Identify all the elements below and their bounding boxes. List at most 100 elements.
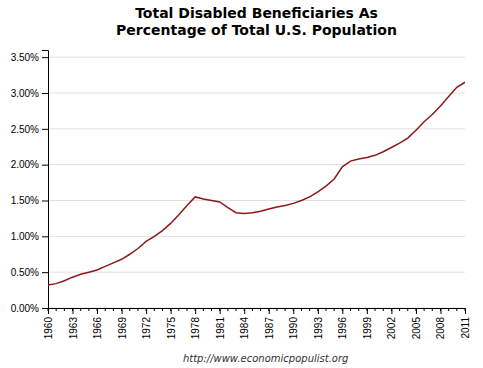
x-tick-mark bbox=[342, 308, 343, 314]
x-minor-tick bbox=[350, 308, 351, 311]
y-tick: 1.00% bbox=[11, 231, 48, 242]
x-minor-tick bbox=[227, 308, 228, 311]
x-tick-label: 2005 bbox=[411, 317, 422, 340]
x-tick-mark bbox=[269, 308, 270, 314]
x-tick-label: 2002 bbox=[386, 317, 397, 340]
grid-line bbox=[48, 272, 465, 273]
chart: 0.00%0.50%1.00%1.50%2.00%2.50%3.00%3.50%… bbox=[0, 0, 483, 368]
x-minor-tick bbox=[154, 308, 155, 311]
x-minor-tick bbox=[170, 308, 171, 311]
title-line: Percentage of Total U.S. Population bbox=[116, 22, 397, 38]
x-minor-tick bbox=[219, 308, 220, 311]
x-tick-label: 2008 bbox=[435, 317, 446, 340]
x-tick-label: 1996 bbox=[337, 317, 348, 340]
x-minor-tick bbox=[440, 308, 441, 311]
x-minor-tick bbox=[48, 308, 49, 311]
x-minor-tick bbox=[424, 308, 425, 311]
x-tick: 2008 bbox=[435, 308, 446, 339]
grid-line bbox=[48, 164, 465, 165]
x-minor-tick bbox=[178, 308, 179, 311]
grid-line bbox=[48, 236, 465, 237]
x-minor-tick bbox=[105, 308, 106, 311]
x-tick-label: 1981 bbox=[215, 317, 226, 340]
x-tick-label: 1984 bbox=[239, 317, 250, 340]
x-tick: 1981 bbox=[215, 308, 226, 339]
y-tick-label: 3.00% bbox=[11, 88, 39, 99]
x-minor-tick bbox=[187, 308, 188, 311]
y-tick: 0.50% bbox=[11, 267, 48, 278]
x-minor-tick bbox=[448, 308, 449, 311]
x-tick: 1975 bbox=[166, 308, 177, 339]
x-tick-mark bbox=[465, 308, 466, 314]
x-minor-tick bbox=[326, 308, 327, 311]
x-minor-tick bbox=[407, 308, 408, 311]
x-tick-label: 1993 bbox=[313, 317, 324, 340]
y-tick-mark bbox=[42, 272, 48, 273]
x-tick: 1990 bbox=[288, 308, 299, 339]
y-tick: 1.50% bbox=[11, 195, 48, 206]
x-minor-tick bbox=[391, 308, 392, 311]
x-tick-mark bbox=[293, 308, 294, 314]
x-tick: 1963 bbox=[68, 308, 79, 339]
x-tick-label: 1975 bbox=[166, 317, 177, 340]
x-minor-tick bbox=[366, 308, 367, 311]
y-tick-mark bbox=[42, 308, 48, 309]
x-tick-label: 1978 bbox=[190, 317, 201, 340]
x-minor-tick bbox=[260, 308, 261, 311]
x-tick-mark bbox=[48, 308, 49, 314]
y-tick-mark bbox=[42, 165, 48, 166]
y-tick: 2.50% bbox=[11, 124, 48, 135]
y-axis: 0.00%0.50%1.00%1.50%2.00%2.50%3.00%3.50% bbox=[11, 51, 49, 314]
x-minor-tick bbox=[121, 308, 122, 311]
y-tick: 0.00% bbox=[11, 303, 48, 314]
x-tick-label: 1987 bbox=[264, 317, 275, 340]
x-tick: 2002 bbox=[386, 308, 397, 339]
x-minor-tick bbox=[301, 308, 302, 311]
x-minor-tick bbox=[146, 308, 147, 311]
x-minor-tick bbox=[72, 308, 73, 311]
x-tick-mark bbox=[220, 308, 221, 314]
x-axis: 1960196319661969197219751978198119841987… bbox=[43, 308, 471, 339]
x-tick: 1972 bbox=[141, 308, 152, 339]
x-tick-mark bbox=[97, 308, 98, 314]
x-tick: 1987 bbox=[264, 308, 275, 339]
grid-line bbox=[48, 57, 465, 58]
x-minor-tick bbox=[268, 308, 269, 311]
y-tick-mark bbox=[42, 93, 48, 94]
x-tick-mark bbox=[195, 308, 196, 314]
x-minor-tick bbox=[383, 308, 384, 311]
x-tick: 1978 bbox=[190, 308, 201, 339]
x-minor-tick bbox=[162, 308, 163, 311]
x-tick-mark bbox=[416, 308, 417, 314]
y-tick-mark bbox=[42, 236, 48, 237]
grid-line bbox=[48, 128, 465, 129]
x-tick-mark bbox=[318, 308, 319, 314]
x-minor-tick bbox=[56, 308, 57, 311]
x-tick: 1984 bbox=[239, 308, 250, 339]
grid-line bbox=[48, 93, 465, 94]
x-tick: 1996 bbox=[337, 308, 348, 339]
x-minor-tick bbox=[137, 308, 138, 311]
y-tick-label: 1.00% bbox=[11, 231, 39, 242]
x-tick-mark bbox=[146, 308, 147, 314]
x-minor-tick bbox=[334, 308, 335, 311]
x-minor-tick bbox=[456, 308, 457, 311]
x-minor-tick bbox=[88, 308, 89, 311]
y-tick-label: 0.50% bbox=[11, 267, 39, 278]
x-minor-tick bbox=[342, 308, 343, 311]
annotation: http://www.economicpopulist.org bbox=[183, 353, 349, 364]
x-minor-tick bbox=[375, 308, 376, 311]
x-tick: 1969 bbox=[117, 308, 128, 339]
y-tick: 3.00% bbox=[11, 88, 48, 99]
x-tick: 1960 bbox=[43, 308, 54, 339]
x-tick-mark bbox=[391, 308, 392, 314]
x-minor-tick bbox=[399, 308, 400, 311]
x-minor-tick bbox=[80, 308, 81, 311]
x-minor-tick bbox=[432, 308, 433, 311]
x-minor-tick bbox=[317, 308, 318, 311]
x-minor-tick bbox=[252, 308, 253, 311]
x-tick-label: 1972 bbox=[141, 317, 152, 340]
y-tick-mark bbox=[42, 57, 48, 58]
x-minor-tick bbox=[293, 308, 294, 311]
x-minor-ticks bbox=[48, 308, 465, 311]
